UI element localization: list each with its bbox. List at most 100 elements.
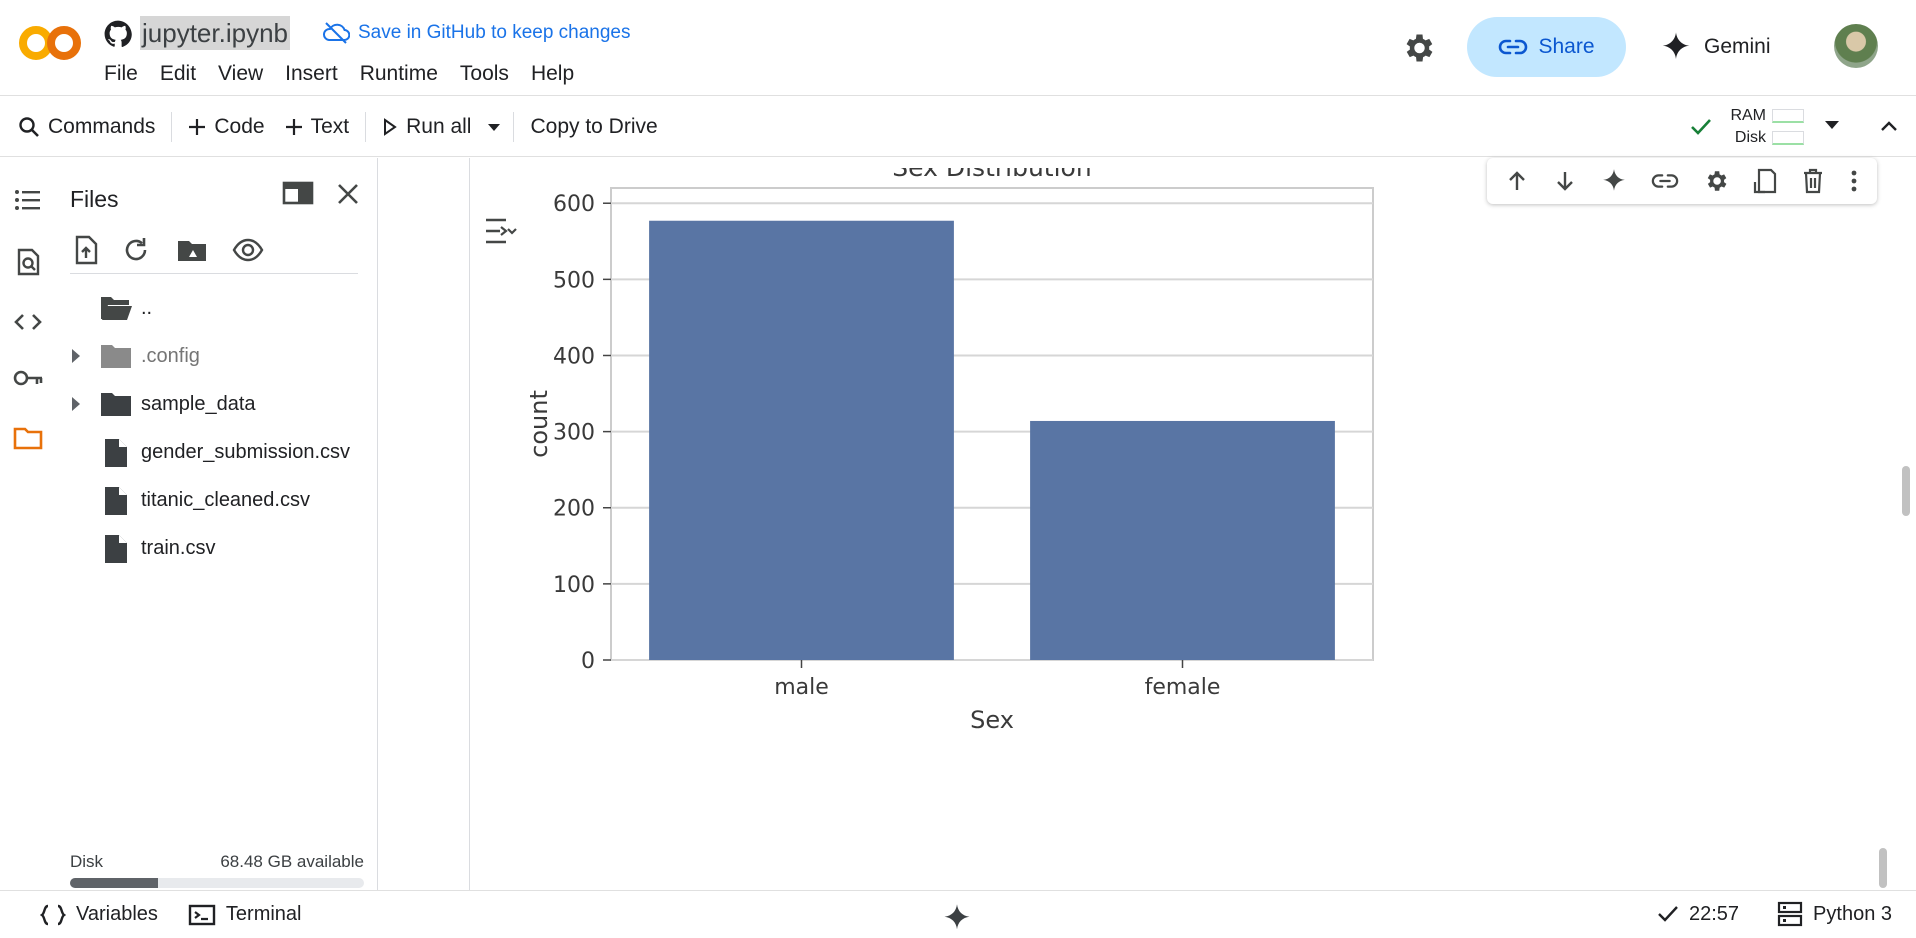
disk-label: Disk xyxy=(1734,129,1766,146)
tree-item-train[interactable]: train.csv xyxy=(56,524,378,572)
notebook-area: 0 100 200 300 400 500 600 male female Sex Distr… xyxy=(379,158,1916,890)
cell-settings-gear-icon[interactable] xyxy=(1703,168,1729,194)
play-icon xyxy=(384,117,397,136)
x-axis-label: Sex xyxy=(970,706,1014,734)
search-icon xyxy=(19,116,39,137)
expand-caret-icon[interactable] xyxy=(70,348,82,364)
menu-help[interactable]: Help xyxy=(530,62,575,85)
more-vert-icon[interactable] xyxy=(1849,169,1859,193)
caret-down-icon xyxy=(488,123,501,131)
menu-runtime[interactable]: Runtime xyxy=(359,62,438,85)
menu-view[interactable]: View xyxy=(218,62,264,85)
code-snippets-icon[interactable] xyxy=(12,306,44,338)
secrets-key-icon[interactable] xyxy=(12,362,44,394)
commands-button[interactable]: Commands xyxy=(8,107,165,147)
notebook-toolbar: Commands Code Text Run all Copy to Drive… xyxy=(0,97,1916,157)
execution-status[interactable]: 22:57 xyxy=(1657,903,1739,926)
output-actions-icon[interactable] xyxy=(484,216,518,246)
variables-button[interactable]: Variables xyxy=(40,903,158,926)
share-button[interactable]: Share xyxy=(1467,17,1626,77)
open-in-window-icon[interactable] xyxy=(282,180,314,206)
refresh-icon[interactable] xyxy=(120,234,152,266)
cloud-off-icon xyxy=(323,22,350,44)
run-all-dropdown[interactable] xyxy=(481,107,507,147)
link-icon xyxy=(1499,39,1528,55)
notebook-title[interactable]: jupyter.ipynb xyxy=(140,16,290,50)
x-tick-label: female xyxy=(1145,675,1221,700)
file-name: gender_submission.csv xyxy=(141,440,350,463)
table-of-contents-icon[interactable] xyxy=(12,184,44,216)
menu-bar: File Edit View Insert Runtime Tools Help xyxy=(104,60,596,88)
add-code-button[interactable]: Code xyxy=(178,107,274,147)
find-replace-icon[interactable] xyxy=(12,246,44,278)
sex-distribution-chart: 0 100 200 300 400 500 600 male female Sex Distr… xyxy=(529,168,1374,734)
connected-check-icon xyxy=(1691,119,1712,135)
github-icon xyxy=(104,20,132,47)
expand-caret-icon[interactable] xyxy=(70,396,82,412)
y-tick-label: 300 xyxy=(553,421,595,446)
runtime-label: Python 3 xyxy=(1813,902,1892,925)
tree-item-parent[interactable]: .. xyxy=(56,284,378,332)
header: jupyter.ipynb Save in GitHub to keep cha… xyxy=(0,0,1916,96)
tree-item-config[interactable]: .config xyxy=(56,332,378,380)
runtime-button[interactable]: Python 3 xyxy=(1777,901,1892,927)
gemini-sparkle-icon[interactable] xyxy=(942,903,972,933)
disk-available-text: 68.48 GB available xyxy=(220,852,364,871)
terminal-button[interactable]: Terminal xyxy=(188,903,301,926)
gemini-sparkle-icon[interactable] xyxy=(1601,168,1627,194)
settings-gear-icon[interactable] xyxy=(1400,30,1436,66)
file-icon xyxy=(105,487,127,515)
resource-indicator[interactable]: RAM Disk xyxy=(1690,105,1804,149)
files-actions xyxy=(70,224,358,274)
files-panel-title: Files xyxy=(70,186,119,212)
upload-file-icon[interactable] xyxy=(70,234,102,266)
add-text-button[interactable]: Text xyxy=(275,107,360,147)
menu-insert[interactable]: Insert xyxy=(285,62,338,85)
output-scrollbar-thumb[interactable] xyxy=(1879,848,1887,888)
server-icon xyxy=(1777,901,1803,927)
ram-label: RAM xyxy=(1730,107,1766,124)
plus-icon xyxy=(285,118,302,135)
folder-open-icon xyxy=(101,297,132,320)
folder-icon xyxy=(101,393,131,416)
toolbar-divider xyxy=(513,111,515,142)
save-in-github-label: Save in GitHub to keep changes xyxy=(358,22,631,43)
menu-tools[interactable]: Tools xyxy=(459,62,509,85)
tree-item-titanic-cleaned[interactable]: titanic_cleaned.csv xyxy=(56,476,378,524)
mirror-cell-icon[interactable] xyxy=(1753,168,1777,194)
x-tick-label: male xyxy=(774,675,829,700)
delete-trash-icon[interactable] xyxy=(1801,168,1825,194)
vertical-scrollbar-thumb[interactable] xyxy=(1902,466,1910,516)
files-folder-icon[interactable] xyxy=(12,422,44,454)
user-avatar[interactable] xyxy=(1834,24,1878,68)
gemini-button[interactable]: Gemini xyxy=(1660,22,1771,72)
tree-item-gender-submission[interactable]: gender_submission.csv xyxy=(56,428,378,476)
disk-usage-bar xyxy=(70,878,364,888)
y-tick-label: 100 xyxy=(553,573,595,598)
copy-to-drive-button[interactable]: Copy to Drive xyxy=(520,107,667,147)
chart-title: Sex Distribution xyxy=(892,168,1091,182)
chevron-up-icon[interactable] xyxy=(1878,115,1900,137)
move-down-arrow-icon[interactable] xyxy=(1553,169,1577,193)
disk-usage-bar xyxy=(1772,131,1804,145)
file-icon xyxy=(105,439,127,467)
plus-icon xyxy=(189,118,206,135)
gemini-sparkle-icon xyxy=(1662,32,1690,59)
show-hidden-eye-icon[interactable] xyxy=(232,234,264,266)
move-up-arrow-icon[interactable] xyxy=(1505,169,1529,193)
menu-file[interactable]: File xyxy=(104,62,138,85)
link-icon[interactable] xyxy=(1651,171,1679,191)
file-name: sample_data xyxy=(141,392,256,415)
files-panel: Files .. .conf xyxy=(56,158,378,890)
close-icon[interactable] xyxy=(336,182,360,206)
save-in-github-link[interactable]: Save in GitHub to keep changes xyxy=(322,19,631,47)
tree-item-sample-data[interactable]: sample_data xyxy=(56,380,378,428)
run-all-button[interactable]: Run all xyxy=(372,107,481,147)
mount-drive-icon[interactable] xyxy=(176,234,208,266)
colab-logo[interactable] xyxy=(18,22,82,64)
commands-label: Commands xyxy=(48,114,156,138)
left-rail xyxy=(0,158,56,890)
menu-edit[interactable]: Edit xyxy=(159,62,197,85)
y-tick-label: 600 xyxy=(553,192,595,217)
resources-dropdown-icon[interactable] xyxy=(1824,119,1840,131)
